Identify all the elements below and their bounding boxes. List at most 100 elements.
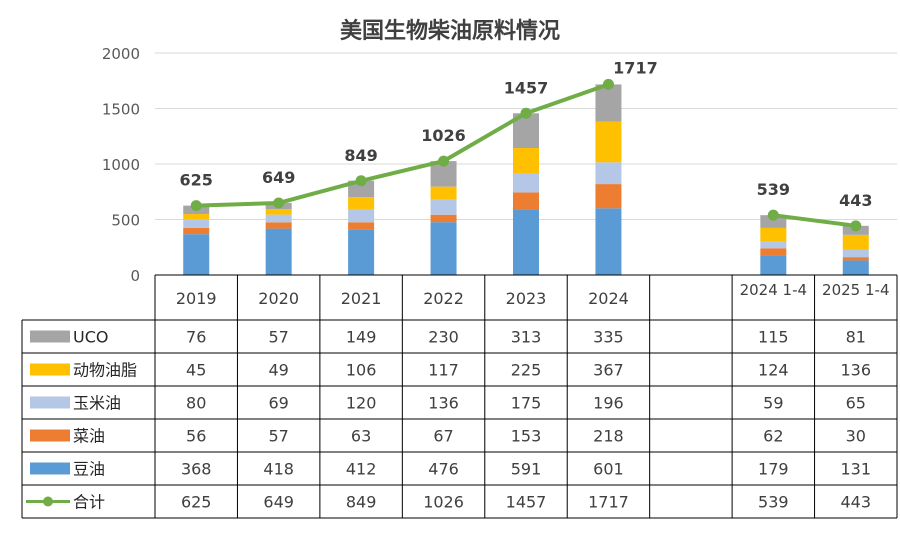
table-cell: 81 — [846, 328, 866, 347]
bar-动物油脂 — [513, 148, 539, 173]
y-tick-label: 1000 — [102, 156, 140, 174]
bar-UCO — [348, 180, 375, 198]
bar-动物油脂 — [595, 121, 622, 163]
line-point — [767, 209, 779, 221]
y-tick-label: 2000 — [102, 45, 140, 63]
bar-豆油 — [595, 208, 622, 275]
table-cell: 601 — [593, 460, 624, 479]
data-label: 849 — [344, 146, 377, 165]
bar-豆油 — [760, 255, 787, 275]
data-label: 443 — [839, 191, 872, 210]
legend-key-动物油脂 — [30, 363, 70, 376]
table-cell: 45 — [186, 361, 206, 380]
bar-动物油脂 — [265, 209, 292, 215]
bar-动物油脂 — [842, 234, 869, 250]
table-cell: 120 — [346, 394, 377, 413]
table-cell: 418 — [263, 460, 294, 479]
table-cell: 131 — [841, 460, 872, 479]
bar-豆油 — [513, 209, 539, 275]
legend-key-玉米油 — [30, 396, 70, 409]
bar-玉米油 — [842, 249, 869, 258]
bar-动物油脂 — [430, 186, 457, 200]
table-cell: 539 — [758, 493, 789, 512]
bar-菜油 — [348, 222, 375, 230]
table-cell: 106 — [346, 361, 377, 380]
data-label: 1717 — [613, 58, 658, 77]
bar-玉米油 — [348, 208, 375, 223]
table-cell: 57 — [268, 328, 288, 347]
y-tick-label: 0 — [130, 267, 140, 285]
bar-玉米油 — [265, 214, 292, 223]
series-line-合计 — [773, 213, 857, 228]
bar-菜油 — [183, 227, 210, 235]
table-cell: 57 — [268, 427, 288, 446]
legend-key-菜油 — [30, 429, 70, 442]
legend-label: 合计 — [73, 493, 105, 512]
bar-UCO — [595, 84, 622, 122]
table-cell: 367 — [593, 361, 624, 380]
table-cell: 368 — [181, 460, 212, 479]
bar-菜油 — [760, 248, 787, 256]
x-tick-label: 2022 — [423, 289, 464, 308]
bar-菜油 — [513, 192, 539, 210]
x-tick-label: 2021 — [341, 289, 382, 308]
chart-title: 美国生物柴油原料情况 — [340, 18, 560, 44]
bar-UCO — [760, 215, 787, 228]
line-point — [438, 155, 450, 167]
table-cell: 30 — [846, 427, 866, 446]
x-tick-label: 2023 — [506, 289, 547, 308]
table-cell: 649 — [263, 493, 294, 512]
table-cell: 625 — [181, 493, 212, 512]
table-cell: 225 — [511, 361, 542, 380]
y-tick-label: 500 — [111, 212, 140, 230]
legend-label: 玉米油 — [73, 394, 121, 413]
table-cell: 80 — [186, 394, 206, 413]
table-cell: 443 — [841, 493, 872, 512]
bar-玉米油 — [760, 241, 787, 249]
bar-豆油 — [430, 222, 457, 275]
data-label: 1457 — [504, 78, 549, 97]
table-cell: 124 — [758, 361, 789, 380]
table-cell: 49 — [268, 361, 288, 380]
table-cell: 65 — [846, 394, 866, 413]
legend-label: UCO — [73, 328, 108, 347]
bar-菜油 — [265, 222, 292, 229]
table-cell: 1457 — [506, 493, 547, 512]
legend-key-豆油 — [30, 462, 70, 475]
table-cell: 218 — [593, 427, 624, 446]
table-cell: 849 — [346, 493, 377, 512]
table-cell: 117 — [428, 361, 459, 380]
bar-豆油 — [265, 228, 292, 275]
table-cell: 1026 — [423, 493, 464, 512]
x-tick-label: 2024 — [588, 289, 629, 308]
table-cell: 62 — [763, 427, 783, 446]
legend-key-marker — [43, 496, 53, 507]
x-tick-label: 2019 — [176, 289, 217, 308]
bar-玉米油 — [513, 172, 539, 193]
line-point — [355, 175, 367, 187]
line-point — [190, 200, 202, 212]
table-cell: 59 — [763, 394, 783, 413]
line-point — [602, 78, 614, 90]
line-point — [273, 197, 285, 209]
bar-玉米油 — [183, 219, 210, 228]
bar-动物油脂 — [183, 214, 210, 220]
table-cell: 63 — [351, 427, 371, 446]
table-cell: 175 — [511, 394, 542, 413]
table-cell: 1717 — [588, 493, 629, 512]
bar-菜油 — [842, 257, 869, 261]
table-cell: 476 — [428, 460, 459, 479]
table-cell: 136 — [428, 394, 459, 413]
table-cell: 56 — [186, 427, 206, 446]
table-cell: 67 — [433, 427, 453, 446]
table-cell: 149 — [346, 328, 377, 347]
bar-豆油 — [842, 260, 869, 275]
table-cell: 153 — [511, 427, 542, 446]
bar-玉米油 — [595, 162, 622, 185]
legend-label: 豆油 — [73, 460, 105, 479]
x-tick-label: 2020 — [258, 289, 299, 308]
legend-label: 动物油脂 — [73, 361, 137, 380]
legend-key-UCO — [30, 330, 70, 343]
table-cell: 136 — [841, 361, 872, 380]
